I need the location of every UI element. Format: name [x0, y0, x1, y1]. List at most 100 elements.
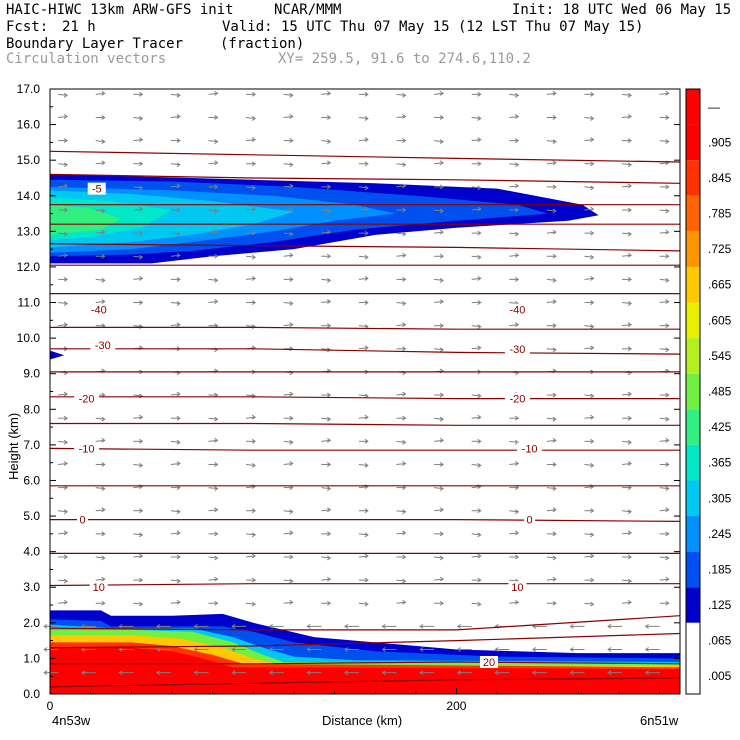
contour-line-16	[49, 583, 680, 587]
vector-arrow	[659, 347, 670, 353]
vector-arrow	[358, 275, 369, 281]
vector-arrow	[434, 507, 444, 513]
colorbar-swatch	[686, 516, 700, 552]
vector-arrow	[509, 322, 520, 328]
contour-label-bg	[89, 581, 108, 594]
vector-arrow	[344, 623, 359, 629]
vector-arrow	[170, 231, 181, 237]
vector-arrow	[306, 670, 322, 676]
vector-arrow	[381, 623, 397, 629]
vector-arrow	[344, 670, 359, 676]
vector-arrow	[208, 115, 219, 120]
colorbar-label: .245	[708, 527, 732, 541]
vector-arrow	[321, 576, 332, 582]
vector-arrow	[659, 208, 670, 214]
valid-time: Valid: 15 UTC Thu 07 May 15 (12 LST Thu …	[222, 19, 644, 35]
colorbar-label: .725	[708, 242, 732, 256]
vector-arrow	[396, 530, 407, 536]
vector-arrow	[471, 116, 482, 121]
colorbar-label: .665	[708, 278, 732, 292]
vector-arrow	[381, 670, 397, 676]
vector-arrow	[622, 252, 632, 258]
vector-arrow	[509, 138, 520, 144]
vector-arrow	[283, 439, 294, 445]
vector-arrow	[321, 115, 332, 120]
vector-arrow	[659, 277, 670, 283]
vector-arrow	[170, 162, 181, 168]
vector-arrow	[584, 91, 595, 97]
vector-arrow	[434, 253, 444, 259]
vector-arrow	[546, 462, 557, 467]
vector-arrow	[170, 252, 181, 258]
vector-arrow	[321, 160, 332, 166]
field-name: Boundary Layer Tracer	[6, 36, 184, 52]
vector-arrow	[170, 322, 181, 328]
tracer-fill-12	[50, 647, 680, 694]
contour-line-1	[49, 173, 681, 184]
vector-arrow	[246, 438, 257, 444]
contour-label-group: -40 -40 -30 -30 -20 -20 -10 -10 0 0 10 10 20 -5	[74, 182, 543, 669]
contour-line-12	[49, 447, 680, 451]
vector-arrow	[471, 508, 482, 514]
vector-arrow	[509, 92, 520, 98]
vector-arrow	[456, 647, 472, 652]
x-axis: 0 200	[47, 688, 661, 713]
y-tick-label: 15.0	[17, 153, 41, 167]
vector-arrow	[118, 670, 134, 676]
vector-arrow	[133, 275, 144, 281]
vector-arrow	[546, 90, 557, 96]
vector-arrow	[283, 530, 294, 536]
vector-arrow	[283, 599, 294, 605]
vector-arrow	[471, 601, 482, 607]
contour-label-bg	[479, 655, 498, 668]
vector-arrow	[246, 532, 257, 538]
vector-arrow	[193, 670, 209, 676]
colorbar-swatch	[686, 160, 700, 196]
vector-arrow	[471, 206, 482, 212]
contour-line-18	[49, 632, 681, 649]
vector-arrow	[95, 531, 106, 537]
vector-arrow	[246, 414, 257, 420]
vector-arrow	[208, 253, 219, 259]
vector-arrow	[584, 206, 595, 212]
vector-arrow	[193, 623, 209, 629]
vector-arrow	[358, 484, 369, 490]
vector-arrow	[95, 486, 106, 492]
vector-arrow	[546, 347, 557, 353]
contour-line-20	[49, 677, 681, 688]
vector-arrow	[659, 507, 670, 513]
vector-arrow	[58, 461, 69, 466]
vector-arrow	[58, 530, 69, 536]
y-tick-label: 5.0	[23, 509, 40, 523]
contour-label: -40	[509, 305, 525, 317]
vectors-label: Circulation vectors	[6, 51, 167, 67]
vector-arrow	[133, 91, 144, 97]
vector-arrow	[396, 114, 407, 119]
vector-arrow	[358, 532, 369, 538]
vector-arrow	[396, 183, 407, 189]
vector-arrow	[208, 208, 219, 214]
vector-arrow	[133, 230, 144, 236]
vector-arrow	[396, 301, 407, 306]
vector-arrow	[133, 206, 144, 212]
vector-arrow	[170, 530, 181, 536]
vector-arrow	[584, 324, 595, 330]
vector-arrow	[546, 600, 557, 606]
vector-arrow	[283, 114, 294, 119]
vector-arrow	[358, 414, 369, 420]
vector-arrow	[170, 92, 181, 98]
vector-arrow	[133, 254, 144, 260]
vector-arrow	[246, 275, 257, 281]
y-tick-label: 8.0	[23, 402, 40, 416]
vector-arrow	[434, 277, 444, 283]
vector-arrow	[509, 530, 520, 536]
vector-arrow	[659, 184, 670, 190]
vector-arrow	[283, 276, 294, 282]
vector-arrow	[569, 670, 585, 676]
vector-arrow	[170, 599, 181, 605]
vector-arrow	[358, 91, 369, 97]
vector-arrow	[546, 555, 557, 561]
vector-arrow	[58, 162, 69, 168]
vector-arrow	[644, 647, 660, 652]
vector-arrow	[208, 576, 219, 582]
